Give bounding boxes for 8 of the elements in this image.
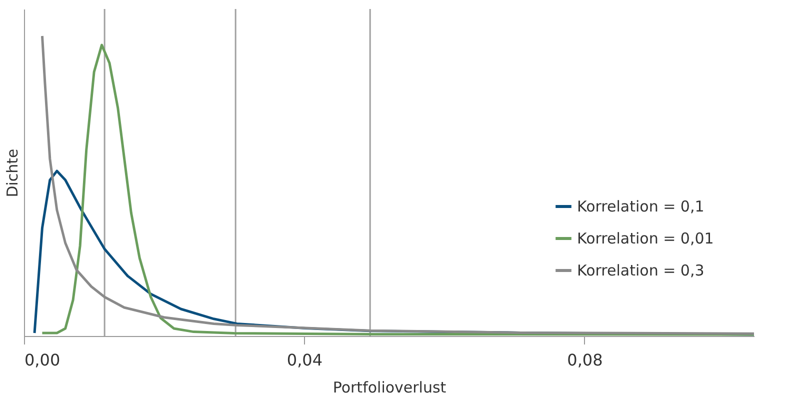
legend-label: Korrelation = 0,1 bbox=[577, 198, 704, 216]
x-tick-label: 0,04 bbox=[286, 350, 323, 370]
legend-label: Korrelation = 0,3 bbox=[577, 262, 704, 280]
x-tick-label: 0,08 bbox=[567, 350, 603, 370]
x-tick-label: 0,00 bbox=[24, 350, 60, 370]
legend-label: Korrelation = 0,01 bbox=[577, 230, 714, 248]
y-axis-title: Dichte bbox=[4, 148, 22, 198]
x-axis-title: Portfolioverlust bbox=[332, 378, 446, 396]
